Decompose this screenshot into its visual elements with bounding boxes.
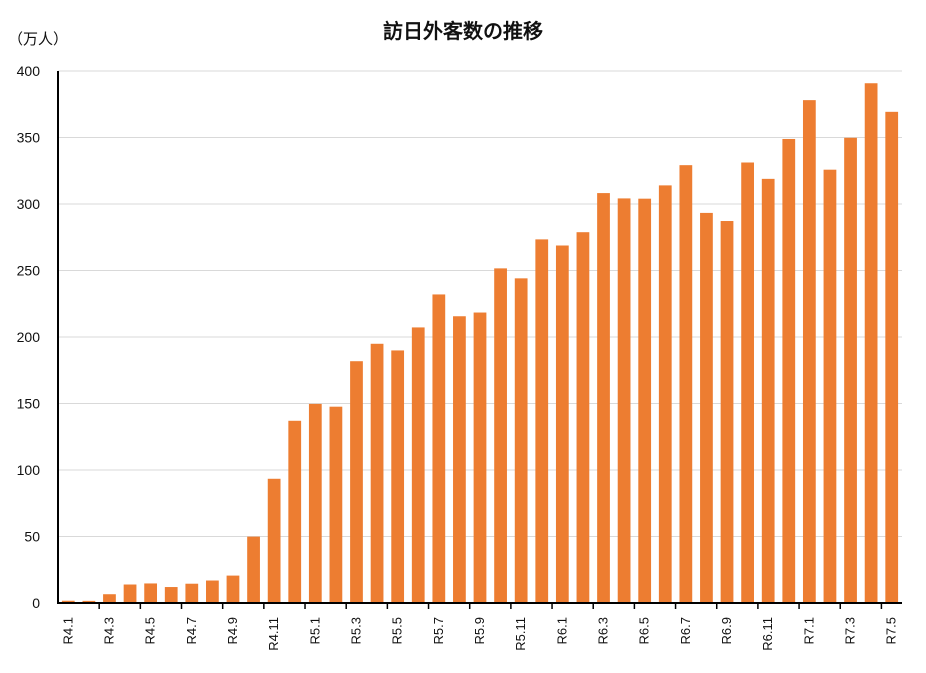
bar	[720, 221, 734, 603]
x-tick-label: R7.5	[884, 617, 899, 644]
bar	[453, 316, 466, 603]
x-tick-label: R5.9	[472, 617, 487, 644]
bar	[700, 212, 713, 603]
bar	[658, 185, 672, 603]
x-tick-labels: R4.1 R4.3 R4.5 R4.7 R4.9 R4.11 R5.1 R5.3 R5.5 R5.…	[60, 617, 898, 651]
bars	[61, 83, 899, 604]
x-tick-label: R4.3	[101, 617, 116, 644]
bar	[206, 580, 219, 603]
bar	[370, 343, 384, 603]
bar	[885, 111, 899, 603]
bar	[802, 100, 816, 603]
x-tick-label: R5.1	[307, 617, 322, 644]
bar	[782, 138, 796, 603]
bar	[576, 232, 590, 603]
y-tick-labels: 0 50 100 150 200 250 300 350 400	[17, 63, 41, 611]
x-tick-label: R7.1	[801, 617, 816, 644]
y-tick-label: 350	[17, 130, 41, 146]
x-tick-label: R5.3	[348, 617, 363, 644]
x-tick-label: R6.7	[678, 617, 693, 644]
bar	[638, 198, 652, 603]
bar	[844, 137, 857, 603]
bar	[535, 239, 549, 603]
y-tick-label: 0	[32, 595, 40, 611]
bar	[864, 83, 878, 604]
bar	[144, 583, 158, 603]
x-tick-label: R7.3	[843, 617, 858, 644]
bar	[267, 478, 281, 603]
bar	[247, 536, 260, 603]
x-tick-label: R4.5	[143, 617, 158, 644]
x-tick-label: R6.3	[596, 617, 611, 644]
chart-title: 訪日外客数の推移	[383, 19, 543, 43]
bar	[164, 587, 178, 603]
bar	[123, 584, 137, 603]
bar	[494, 268, 507, 603]
bar	[514, 278, 528, 603]
bar	[823, 169, 837, 603]
bar	[226, 575, 240, 603]
x-tick-label: R4.1	[60, 617, 75, 644]
x-tick-label: R5.11	[513, 617, 528, 651]
x-tick-label: R4.7	[184, 617, 199, 644]
x-tick-label: R5.7	[431, 617, 446, 644]
x-tick-label: R6.9	[719, 617, 734, 644]
y-tick-label: 200	[17, 329, 41, 345]
bar	[185, 583, 199, 603]
x-tick-label: R4.11	[266, 617, 281, 651]
y-axis-unit-label: （万人）	[8, 30, 68, 48]
bar	[597, 193, 610, 603]
bar	[61, 600, 75, 603]
bar	[288, 420, 302, 603]
bar	[617, 198, 631, 603]
bar	[432, 294, 446, 603]
bar	[391, 350, 405, 603]
bar	[741, 162, 754, 603]
x-tick-label: R6.5	[637, 617, 652, 644]
y-tick-label: 150	[17, 396, 41, 412]
bar	[103, 594, 116, 603]
bar	[308, 403, 322, 603]
y-tick-label: 250	[17, 263, 41, 279]
x-tick-label: R6.11	[760, 617, 775, 651]
x-tick-label: R5.5	[390, 617, 405, 644]
y-tick-label: 50	[24, 529, 40, 545]
bar	[473, 312, 487, 603]
bar	[329, 406, 343, 603]
y-tick-label: 400	[17, 63, 41, 79]
bar	[82, 600, 96, 603]
x-tick-label: R6.1	[554, 617, 569, 644]
bar	[350, 361, 363, 603]
bar	[679, 165, 693, 603]
y-tick-label: 100	[17, 462, 41, 478]
x-tick-label: R4.9	[225, 617, 240, 644]
bar	[411, 327, 425, 603]
axes	[57, 71, 902, 609]
bar	[761, 178, 775, 604]
y-tick-label: 300	[17, 196, 41, 212]
bar	[555, 245, 569, 603]
